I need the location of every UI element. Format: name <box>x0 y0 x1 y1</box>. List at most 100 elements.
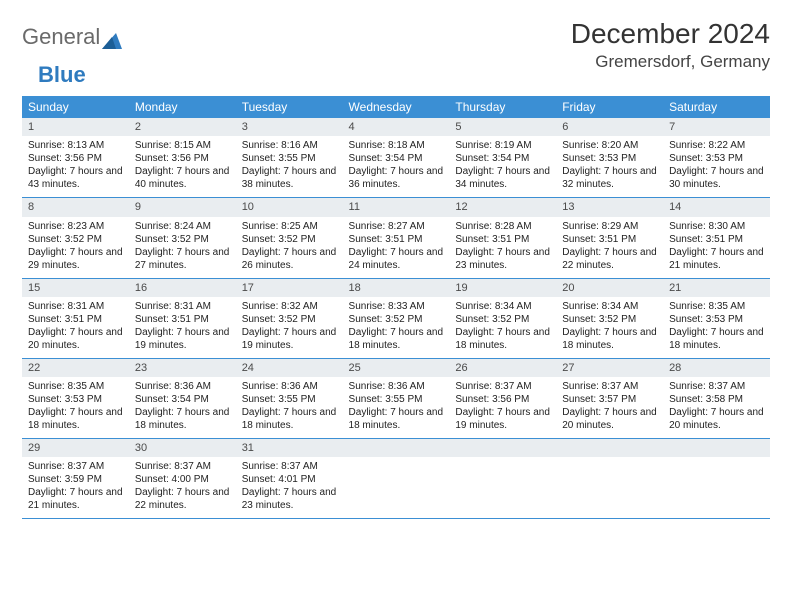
daylight-text: Daylight: 7 hours and 36 minutes. <box>349 165 444 191</box>
daylight-text: Daylight: 7 hours and 21 minutes. <box>669 246 764 272</box>
day-body: Sunrise: 8:37 AMSunset: 4:00 PMDaylight:… <box>129 457 236 518</box>
day-number <box>449 439 556 457</box>
calendar-day-cell: 15Sunrise: 8:31 AMSunset: 3:51 PMDayligh… <box>22 278 129 358</box>
day-body: Sunrise: 8:37 AMSunset: 4:01 PMDaylight:… <box>236 457 343 518</box>
day-body: Sunrise: 8:13 AMSunset: 3:56 PMDaylight:… <box>22 136 129 197</box>
calendar-day-cell <box>663 439 770 519</box>
day-body: Sunrise: 8:22 AMSunset: 3:53 PMDaylight:… <box>663 136 770 197</box>
calendar-day-cell: 2Sunrise: 8:15 AMSunset: 3:56 PMDaylight… <box>129 118 236 198</box>
location: Gremersdorf, Germany <box>571 52 770 72</box>
sunrise-text: Sunrise: 8:31 AM <box>135 300 230 313</box>
sunrise-text: Sunrise: 8:37 AM <box>135 460 230 473</box>
sunrise-text: Sunrise: 8:19 AM <box>455 139 550 152</box>
daylight-text: Daylight: 7 hours and 18 minutes. <box>562 326 657 352</box>
daylight-text: Daylight: 7 hours and 20 minutes. <box>28 326 123 352</box>
sunset-text: Sunset: 3:54 PM <box>455 152 550 165</box>
sunset-text: Sunset: 4:00 PM <box>135 473 230 486</box>
calendar-week-row: 8Sunrise: 8:23 AMSunset: 3:52 PMDaylight… <box>22 198 770 278</box>
daylight-text: Daylight: 7 hours and 20 minutes. <box>669 406 764 432</box>
day-body: Sunrise: 8:37 AMSunset: 3:59 PMDaylight:… <box>22 457 129 518</box>
day-body: Sunrise: 8:15 AMSunset: 3:56 PMDaylight:… <box>129 136 236 197</box>
daylight-text: Daylight: 7 hours and 18 minutes. <box>135 406 230 432</box>
daylight-text: Daylight: 7 hours and 18 minutes. <box>349 326 444 352</box>
sunrise-text: Sunrise: 8:25 AM <box>242 220 337 233</box>
sunrise-text: Sunrise: 8:13 AM <box>28 139 123 152</box>
sunset-text: Sunset: 3:51 PM <box>349 233 444 246</box>
day-number: 29 <box>22 439 129 457</box>
day-body: Sunrise: 8:36 AMSunset: 3:55 PMDaylight:… <box>343 377 450 438</box>
day-body: Sunrise: 8:34 AMSunset: 3:52 PMDaylight:… <box>449 297 556 358</box>
calendar-day-cell: 4Sunrise: 8:18 AMSunset: 3:54 PMDaylight… <box>343 118 450 198</box>
day-number: 23 <box>129 359 236 377</box>
calendar-day-cell: 25Sunrise: 8:36 AMSunset: 3:55 PMDayligh… <box>343 358 450 438</box>
daylight-text: Daylight: 7 hours and 32 minutes. <box>562 165 657 191</box>
logo-text-1: General <box>22 24 100 50</box>
day-number: 9 <box>129 198 236 216</box>
day-body: Sunrise: 8:31 AMSunset: 3:51 PMDaylight:… <box>22 297 129 358</box>
day-number: 12 <box>449 198 556 216</box>
sunrise-text: Sunrise: 8:36 AM <box>135 380 230 393</box>
calendar-day-cell: 14Sunrise: 8:30 AMSunset: 3:51 PMDayligh… <box>663 198 770 278</box>
calendar-day-cell: 26Sunrise: 8:37 AMSunset: 3:56 PMDayligh… <box>449 358 556 438</box>
daylight-text: Daylight: 7 hours and 18 minutes. <box>349 406 444 432</box>
day-body: Sunrise: 8:35 AMSunset: 3:53 PMDaylight:… <box>22 377 129 438</box>
calendar-day-cell: 31Sunrise: 8:37 AMSunset: 4:01 PMDayligh… <box>236 439 343 519</box>
daylight-text: Daylight: 7 hours and 43 minutes. <box>28 165 123 191</box>
calendar-day-cell <box>343 439 450 519</box>
day-body: Sunrise: 8:32 AMSunset: 3:52 PMDaylight:… <box>236 297 343 358</box>
calendar-day-cell: 1Sunrise: 8:13 AMSunset: 3:56 PMDaylight… <box>22 118 129 198</box>
daylight-text: Daylight: 7 hours and 19 minutes. <box>242 326 337 352</box>
sunrise-text: Sunrise: 8:35 AM <box>669 300 764 313</box>
day-number: 17 <box>236 279 343 297</box>
calendar-day-cell <box>449 439 556 519</box>
sunrise-text: Sunrise: 8:32 AM <box>242 300 337 313</box>
daylight-text: Daylight: 7 hours and 26 minutes. <box>242 246 337 272</box>
daylight-text: Daylight: 7 hours and 18 minutes. <box>455 326 550 352</box>
day-number: 1 <box>22 118 129 136</box>
sunrise-text: Sunrise: 8:22 AM <box>669 139 764 152</box>
sunset-text: Sunset: 3:52 PM <box>349 313 444 326</box>
calendar-day-cell: 22Sunrise: 8:35 AMSunset: 3:53 PMDayligh… <box>22 358 129 438</box>
day-number: 14 <box>663 198 770 216</box>
day-number: 24 <box>236 359 343 377</box>
day-number <box>663 439 770 457</box>
sunrise-text: Sunrise: 8:36 AM <box>242 380 337 393</box>
sunset-text: Sunset: 3:53 PM <box>669 313 764 326</box>
sunrise-text: Sunrise: 8:37 AM <box>455 380 550 393</box>
sunset-text: Sunset: 3:52 PM <box>28 233 123 246</box>
sunset-text: Sunset: 3:55 PM <box>242 152 337 165</box>
day-body: Sunrise: 8:16 AMSunset: 3:55 PMDaylight:… <box>236 136 343 197</box>
sunset-text: Sunset: 3:56 PM <box>455 393 550 406</box>
day-body: Sunrise: 8:27 AMSunset: 3:51 PMDaylight:… <box>343 217 450 278</box>
day-body: Sunrise: 8:33 AMSunset: 3:52 PMDaylight:… <box>343 297 450 358</box>
sunset-text: Sunset: 3:53 PM <box>28 393 123 406</box>
weekday-header: Saturday <box>663 96 770 118</box>
daylight-text: Daylight: 7 hours and 24 minutes. <box>349 246 444 272</box>
daylight-text: Daylight: 7 hours and 23 minutes. <box>242 486 337 512</box>
daylight-text: Daylight: 7 hours and 19 minutes. <box>135 326 230 352</box>
calendar-day-cell: 3Sunrise: 8:16 AMSunset: 3:55 PMDaylight… <box>236 118 343 198</box>
month-title: December 2024 <box>571 18 770 50</box>
day-number: 15 <box>22 279 129 297</box>
sunset-text: Sunset: 3:55 PM <box>242 393 337 406</box>
calendar-day-cell: 20Sunrise: 8:34 AMSunset: 3:52 PMDayligh… <box>556 278 663 358</box>
calendar-day-cell: 17Sunrise: 8:32 AMSunset: 3:52 PMDayligh… <box>236 278 343 358</box>
sunrise-text: Sunrise: 8:37 AM <box>562 380 657 393</box>
sunrise-text: Sunrise: 8:23 AM <box>28 220 123 233</box>
logo: General <box>22 18 122 50</box>
day-body <box>556 457 663 515</box>
calendar-day-cell: 19Sunrise: 8:34 AMSunset: 3:52 PMDayligh… <box>449 278 556 358</box>
day-body <box>449 457 556 515</box>
day-number: 26 <box>449 359 556 377</box>
sunrise-text: Sunrise: 8:20 AM <box>562 139 657 152</box>
calendar-day-cell: 29Sunrise: 8:37 AMSunset: 3:59 PMDayligh… <box>22 439 129 519</box>
sunset-text: Sunset: 3:53 PM <box>669 152 764 165</box>
day-number: 28 <box>663 359 770 377</box>
day-number: 25 <box>343 359 450 377</box>
day-number: 13 <box>556 198 663 216</box>
sunrise-text: Sunrise: 8:30 AM <box>669 220 764 233</box>
day-number: 11 <box>343 198 450 216</box>
day-number: 22 <box>22 359 129 377</box>
title-block: December 2024 Gremersdorf, Germany <box>571 18 770 72</box>
day-number <box>556 439 663 457</box>
